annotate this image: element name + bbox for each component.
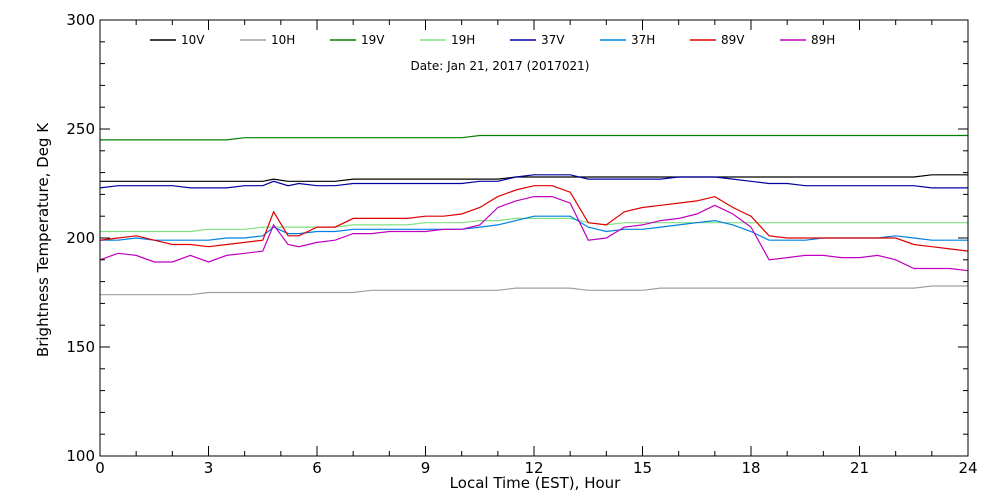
y-axis-ticks: 100 150 200 250 300 bbox=[66, 11, 968, 465]
legend-label-10v: 10V bbox=[181, 33, 205, 47]
legend-label-89v: 89V bbox=[721, 33, 745, 47]
series-line-19v bbox=[100, 134, 968, 141]
series-line-37h bbox=[100, 215, 968, 241]
y-tick-label: 250 bbox=[66, 120, 95, 138]
legend-label-37h: 37H bbox=[631, 33, 655, 47]
x-tick-label: 21 bbox=[850, 459, 869, 477]
x-axis-ticks: 0 3 6 9 12 15 18 21 24 bbox=[95, 20, 978, 477]
series-lines bbox=[99, 134, 969, 296]
y-tick-label: 100 bbox=[66, 447, 95, 465]
x-tick-label: 9 bbox=[421, 459, 431, 477]
x-tick-label: 12 bbox=[524, 459, 543, 477]
series-line-19h bbox=[100, 217, 968, 233]
x-tick-label: 6 bbox=[312, 459, 322, 477]
legend-label-10h: 10H bbox=[271, 33, 295, 47]
series-line-37v bbox=[99, 174, 968, 189]
series-line-89v bbox=[99, 185, 969, 252]
series-line-10v bbox=[100, 174, 968, 182]
y-tick-label: 200 bbox=[66, 229, 95, 247]
legend-label-19v: 19V bbox=[361, 33, 385, 47]
series-line-89h bbox=[99, 196, 969, 272]
y-tick-label: 150 bbox=[66, 338, 95, 356]
x-tick-label: 24 bbox=[958, 459, 977, 477]
x-tick-label: 15 bbox=[633, 459, 652, 477]
x-tick-label: 0 bbox=[95, 459, 105, 477]
x-tick-label: 3 bbox=[204, 459, 214, 477]
x-axis-title: Local Time (EST), Hour bbox=[450, 474, 621, 492]
legend: 10V 10H 19V 19H 37V 37H 89V 89H bbox=[150, 33, 835, 47]
x-tick-label: 18 bbox=[741, 459, 760, 477]
series-line-10h bbox=[100, 285, 968, 296]
legend-label-19h: 19H bbox=[451, 33, 475, 47]
legend-label-89h: 89H bbox=[811, 33, 835, 47]
legend-label-37v: 37V bbox=[541, 33, 565, 47]
y-tick-label: 300 bbox=[66, 11, 95, 29]
chart-subtitle: Date: Jan 21, 2017 (2017021) bbox=[411, 59, 590, 73]
y-axis-title: Brightness Temperature, Deg K bbox=[34, 122, 52, 357]
